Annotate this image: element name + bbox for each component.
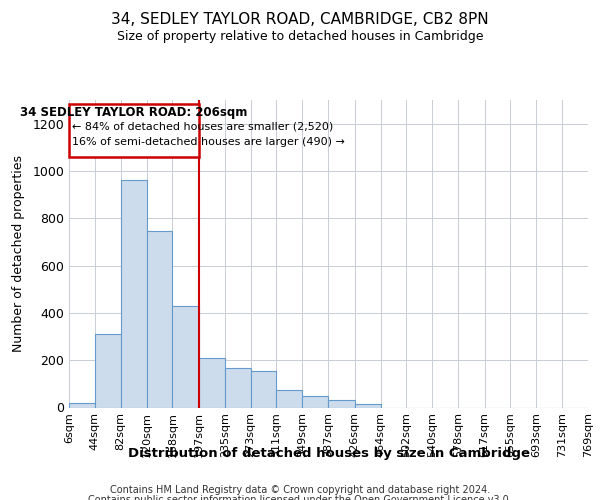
Text: Contains HM Land Registry data © Crown copyright and database right 2024.: Contains HM Land Registry data © Crown c… [110,485,490,495]
Bar [355,404,380,407]
Bar [302,396,328,407]
Bar [146,232,172,408]
Bar [328,400,355,407]
Text: Distribution of detached houses by size in Cambridge: Distribution of detached houses by size … [128,448,530,460]
FancyBboxPatch shape [69,104,199,157]
Bar [172,306,199,408]
Text: Contains public sector information licensed under the Open Government Licence v3: Contains public sector information licen… [88,495,512,500]
Bar [251,371,277,408]
Text: ← 84% of detached houses are smaller (2,520): ← 84% of detached houses are smaller (2,… [72,122,333,132]
Bar [95,334,121,407]
Text: 34, SEDLEY TAYLOR ROAD, CAMBRIDGE, CB2 8PN: 34, SEDLEY TAYLOR ROAD, CAMBRIDGE, CB2 8… [111,12,489,28]
Bar [277,390,302,407]
Text: Size of property relative to detached houses in Cambridge: Size of property relative to detached ho… [117,30,483,43]
Y-axis label: Number of detached properties: Number of detached properties [13,155,25,352]
Text: 16% of semi-detached houses are larger (490) →: 16% of semi-detached houses are larger (… [72,137,344,147]
Bar [121,180,146,408]
Bar [225,368,251,408]
Bar [199,358,225,408]
Bar [69,403,95,407]
Text: 34 SEDLEY TAYLOR ROAD: 206sqm: 34 SEDLEY TAYLOR ROAD: 206sqm [20,106,248,120]
